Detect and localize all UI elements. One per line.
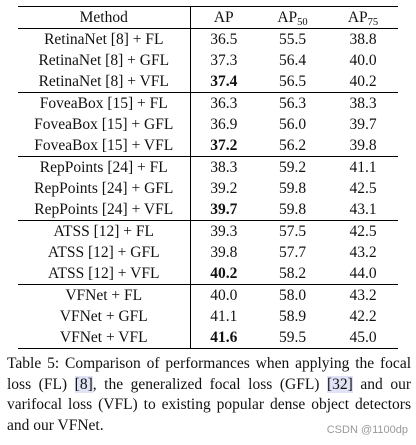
cell-method: FoveaBox [15] + FL [18, 92, 191, 114]
caption-citation-link[interactable]: [32] [327, 375, 353, 393]
cell-ap: 37.2 [210, 137, 238, 154]
table-caption: Table 5: Comparison of performances when… [7, 354, 411, 436]
cell-ap50: 59.5 [278, 329, 307, 346]
cell-ap75: 45.0 [349, 329, 377, 346]
cell-ap75: 40.0 [349, 52, 377, 69]
results-table: Method AP AP50 AP75 RetinaNet [8] + FL 36… [18, 6, 398, 349]
cell-ap: 39.3 [210, 223, 238, 240]
table-row: RepPoints [24] + FL 38.3 59.2 41.1 [18, 156, 398, 178]
table-row: RetinaNet [8] + VFL 37.4 56.5 40.2 [18, 71, 398, 93]
cell-method: FoveaBox [15] + VFL [18, 135, 191, 157]
cell-method: ATSS [12] + VFL [18, 263, 191, 285]
header-ap50: AP50 [257, 7, 328, 29]
cell-ap75: 42.2 [349, 308, 377, 325]
cell-ap75: 41.1 [349, 159, 377, 176]
cell-ap50: 56.4 [278, 52, 307, 69]
cell-ap: 38.3 [210, 159, 238, 176]
cell-ap75: 38.3 [349, 95, 377, 112]
table-row: RetinaNet [8] + FL 36.5 55.5 38.8 [18, 28, 398, 50]
header-ap75: AP75 [328, 7, 398, 29]
caption-text-3: and our varifocal loss (VFL) to existing… [7, 375, 411, 434]
cell-ap50: 56.5 [278, 73, 307, 90]
table-row: ATSS [12] + GFL 39.8 57.7 43.2 [18, 242, 398, 263]
table-row: ATSS [12] + FL 39.3 57.5 42.5 [18, 220, 398, 242]
header-ap50-sub: 50 [297, 17, 308, 28]
cell-ap75: 38.8 [349, 31, 377, 48]
cell-method: RetinaNet [8] + FL [18, 28, 191, 50]
cell-ap: 41.6 [210, 329, 238, 346]
cell-ap75: 39.8 [349, 137, 377, 154]
table-row: FoveaBox [15] + VFL 37.2 56.2 39.8 [18, 135, 398, 157]
cell-ap: 39.2 [210, 180, 238, 197]
cell-ap75: 40.2 [349, 73, 377, 90]
cell-ap75: 42.5 [349, 223, 377, 240]
table-row: VFNet + FL 40.0 58.0 43.2 [18, 284, 398, 306]
cell-method: RetinaNet [8] + GFL [18, 50, 191, 71]
cell-method: VFNet + VFL [18, 327, 191, 349]
watermark: CSDN @1100dp [326, 424, 408, 436]
table-body: RetinaNet [8] + FL 36.5 55.5 38.8 RetinaNet … [18, 28, 398, 349]
cell-method: ATSS [12] + FL [18, 220, 191, 242]
cell-ap75: 44.0 [349, 265, 377, 282]
cell-ap: 37.4 [210, 73, 238, 90]
caption-citation-link[interactable]: [8] [74, 375, 93, 393]
cell-ap75: 42.5 [349, 180, 377, 197]
table-row: FoveaBox [15] + FL 36.3 56.3 38.3 [18, 92, 398, 114]
results-table-container: Method AP AP50 AP75 RetinaNet [8] + FL 36… [18, 6, 398, 349]
cell-ap50: 56.2 [278, 137, 307, 154]
cell-ap50: 59.2 [278, 159, 307, 176]
cell-ap: 40.0 [210, 287, 238, 304]
cell-ap50: 59.8 [278, 180, 307, 197]
cell-method: RetinaNet [8] + VFL [18, 71, 191, 93]
cell-ap75: 39.7 [349, 116, 377, 133]
table-header-row: Method AP AP50 AP75 [18, 6, 398, 29]
cell-ap: 37.3 [210, 52, 238, 69]
cell-method: RepPoints [24] + VFL [18, 199, 191, 221]
cell-method: RepPoints [24] + GFL [18, 178, 191, 199]
cell-ap50: 55.5 [278, 31, 307, 48]
header-ap75-base: AP [347, 9, 368, 26]
cell-ap: 36.9 [210, 116, 238, 133]
cell-ap50: 58.9 [278, 308, 307, 325]
caption-text-2: , the generalized focal loss (GFL) [92, 375, 328, 393]
table-row: RepPoints [24] + GFL 39.2 59.8 42.5 [18, 178, 398, 199]
cell-ap75: 43.1 [349, 201, 377, 218]
cell-method: RepPoints [24] + FL [18, 156, 191, 178]
cell-ap50: 57.5 [278, 223, 307, 240]
cell-ap75: 43.2 [349, 287, 377, 304]
cell-ap50: 59.8 [278, 201, 307, 218]
table-row: RetinaNet [8] + GFL 37.3 56.4 40.0 [18, 50, 398, 71]
table-row: ATSS [12] + VFL 40.2 58.2 44.0 [18, 263, 398, 285]
cell-ap50: 56.0 [278, 116, 307, 133]
table-row: FoveaBox [15] + GFL 36.9 56.0 39.7 [18, 114, 398, 135]
cell-ap: 40.2 [210, 265, 238, 282]
table-row: VFNet + VFL 41.6 59.5 45.0 [18, 327, 398, 349]
cell-ap: 39.8 [210, 244, 238, 261]
cell-ap: 39.7 [210, 201, 238, 218]
caption-text-1: Table 5: Comparison of performances when… [7, 355, 411, 393]
cell-method: VFNet + GFL [18, 306, 191, 327]
header-ap: AP [213, 9, 234, 26]
header-ap50-base: AP [277, 9, 298, 26]
cell-ap50: 58.2 [278, 265, 307, 282]
cell-ap: 36.5 [210, 31, 238, 48]
cell-ap75: 43.2 [349, 244, 377, 261]
header-ap75-sub: 75 [367, 17, 379, 28]
cell-method: ATSS [12] + GFL [18, 242, 191, 263]
cell-method: FoveaBox [15] + GFL [18, 114, 191, 135]
cell-ap50: 57.7 [278, 244, 307, 261]
table-row: VFNet + GFL 41.1 58.9 42.2 [18, 306, 398, 327]
cell-ap: 41.1 [210, 308, 238, 325]
table-row: RepPoints [24] + VFL 39.7 59.8 43.1 [18, 199, 398, 221]
cell-ap50: 56.3 [278, 95, 307, 112]
cell-method: VFNet + FL [18, 284, 191, 306]
cell-ap: 36.3 [210, 95, 238, 112]
header-method: Method [18, 6, 191, 29]
cell-ap50: 58.0 [278, 287, 307, 304]
